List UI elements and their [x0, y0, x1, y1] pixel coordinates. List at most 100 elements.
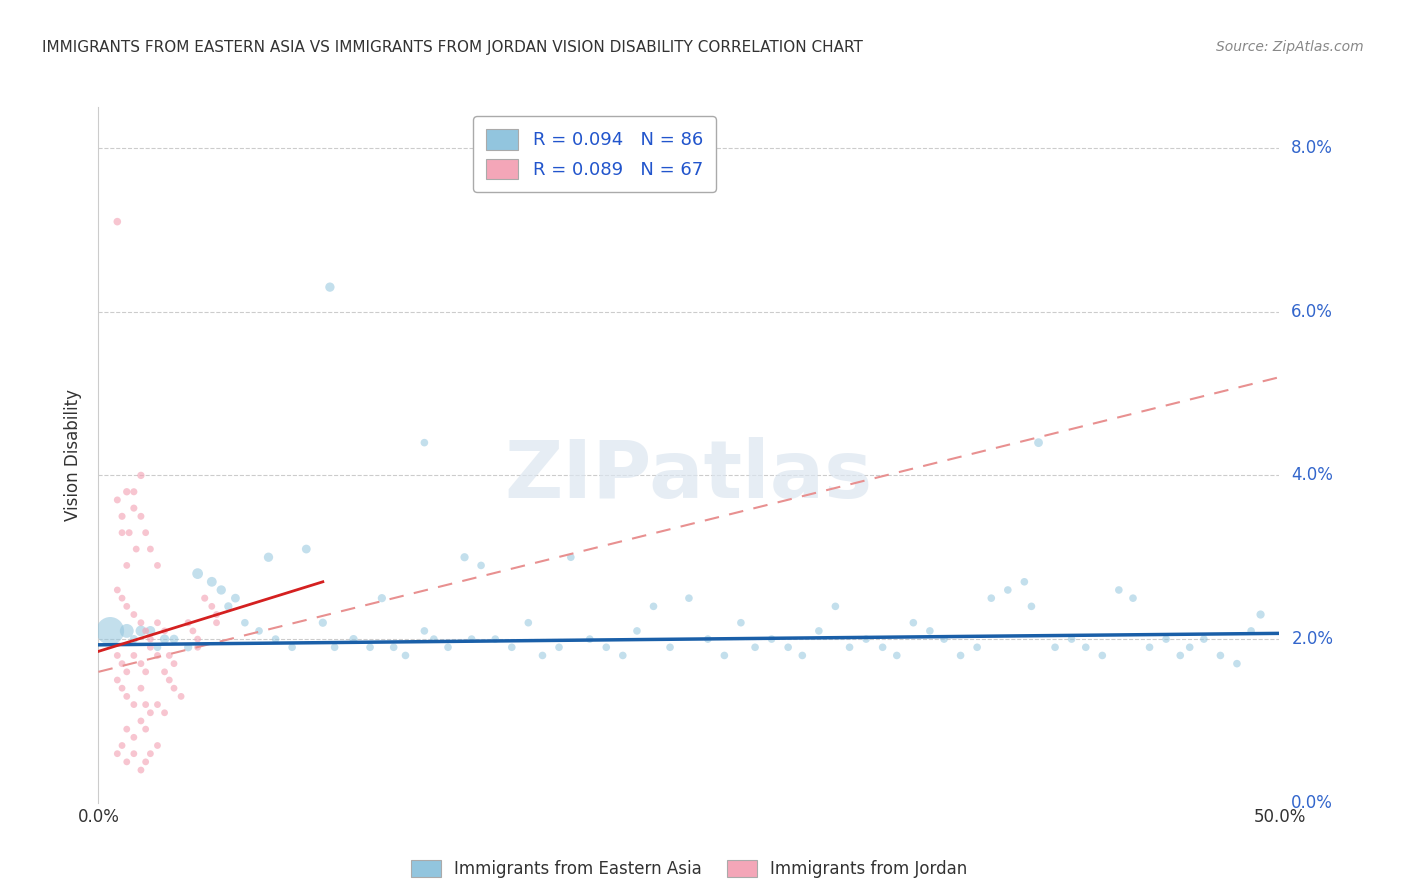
Point: [1060, 632, 1083, 646]
Point: [1139, 640, 1161, 655]
Point: [281, 640, 304, 655]
Point: [453, 550, 475, 565]
Point: [1178, 640, 1201, 655]
Point: [257, 550, 280, 565]
Point: [1021, 599, 1043, 614]
Text: 4.0%: 4.0%: [1291, 467, 1333, 484]
Point: [135, 698, 157, 712]
Point: [792, 648, 814, 663]
Point: [187, 566, 209, 581]
Point: [824, 599, 846, 614]
Point: [105, 214, 128, 228]
Point: [146, 640, 169, 655]
Point: [163, 681, 186, 696]
Point: [997, 582, 1019, 597]
Point: [129, 468, 152, 483]
Point: [359, 640, 381, 655]
Point: [181, 624, 204, 638]
Point: [323, 640, 346, 655]
Point: [560, 550, 582, 565]
Point: [394, 648, 416, 663]
Point: [122, 607, 145, 622]
Point: [139, 632, 162, 646]
Point: [129, 714, 152, 728]
Point: [111, 657, 134, 671]
Point: [122, 731, 145, 745]
Point: [201, 574, 224, 589]
Point: [111, 681, 134, 696]
Point: [135, 525, 157, 540]
Point: [187, 632, 209, 646]
Point: [139, 624, 162, 638]
Point: [264, 632, 287, 646]
Point: [1043, 640, 1066, 655]
Point: [437, 640, 460, 655]
Point: [224, 591, 246, 606]
Point: [980, 591, 1002, 606]
Point: [105, 673, 128, 687]
Point: [371, 591, 394, 606]
Point: [678, 591, 700, 606]
Point: [105, 582, 128, 597]
Point: [115, 484, 138, 499]
Point: [129, 763, 152, 777]
Point: [139, 640, 162, 655]
Point: [194, 591, 217, 606]
Point: [135, 722, 157, 736]
Point: [1209, 648, 1232, 663]
Point: [949, 648, 972, 663]
Point: [217, 599, 239, 614]
Point: [163, 657, 186, 671]
Point: [105, 747, 128, 761]
Point: [1240, 624, 1263, 638]
Point: [1192, 632, 1215, 646]
Point: [146, 698, 169, 712]
Point: [966, 640, 988, 655]
Point: [129, 681, 152, 696]
Point: [135, 665, 157, 679]
Point: [115, 624, 138, 638]
Text: 2.0%: 2.0%: [1291, 630, 1333, 648]
Point: [115, 665, 138, 679]
Point: [153, 632, 176, 646]
Point: [460, 632, 482, 646]
Point: [153, 665, 176, 679]
Text: 0.0%: 0.0%: [1291, 794, 1333, 812]
Point: [761, 632, 783, 646]
Point: [135, 755, 157, 769]
Point: [643, 599, 665, 614]
Point: [115, 690, 138, 704]
Point: [413, 624, 436, 638]
Point: [423, 632, 446, 646]
Point: [548, 640, 571, 655]
Point: [122, 632, 145, 646]
Point: [713, 648, 735, 663]
Point: [595, 640, 617, 655]
Text: IMMIGRANTS FROM EASTERN ASIA VS IMMIGRANTS FROM JORDAN VISION DISABILITY CORRELA: IMMIGRANTS FROM EASTERN ASIA VS IMMIGRAN…: [42, 40, 863, 55]
Point: [129, 657, 152, 671]
Point: [413, 435, 436, 450]
Point: [139, 747, 162, 761]
Point: [201, 599, 224, 614]
Point: [807, 624, 830, 638]
Text: 8.0%: 8.0%: [1291, 139, 1333, 157]
Point: [115, 599, 138, 614]
Point: [312, 615, 335, 630]
Text: 6.0%: 6.0%: [1291, 302, 1333, 321]
Point: [1014, 574, 1036, 589]
Point: [146, 648, 169, 663]
Point: [1122, 591, 1144, 606]
Point: [659, 640, 682, 655]
Point: [111, 509, 134, 524]
Point: [135, 624, 157, 638]
Point: [517, 615, 540, 630]
Point: [838, 640, 860, 655]
Point: [918, 624, 941, 638]
Point: [122, 698, 145, 712]
Point: [105, 492, 128, 507]
Point: [187, 640, 209, 655]
Point: [129, 624, 152, 638]
Point: [122, 747, 145, 761]
Point: [778, 640, 800, 655]
Text: Source: ZipAtlas.com: Source: ZipAtlas.com: [1216, 40, 1364, 54]
